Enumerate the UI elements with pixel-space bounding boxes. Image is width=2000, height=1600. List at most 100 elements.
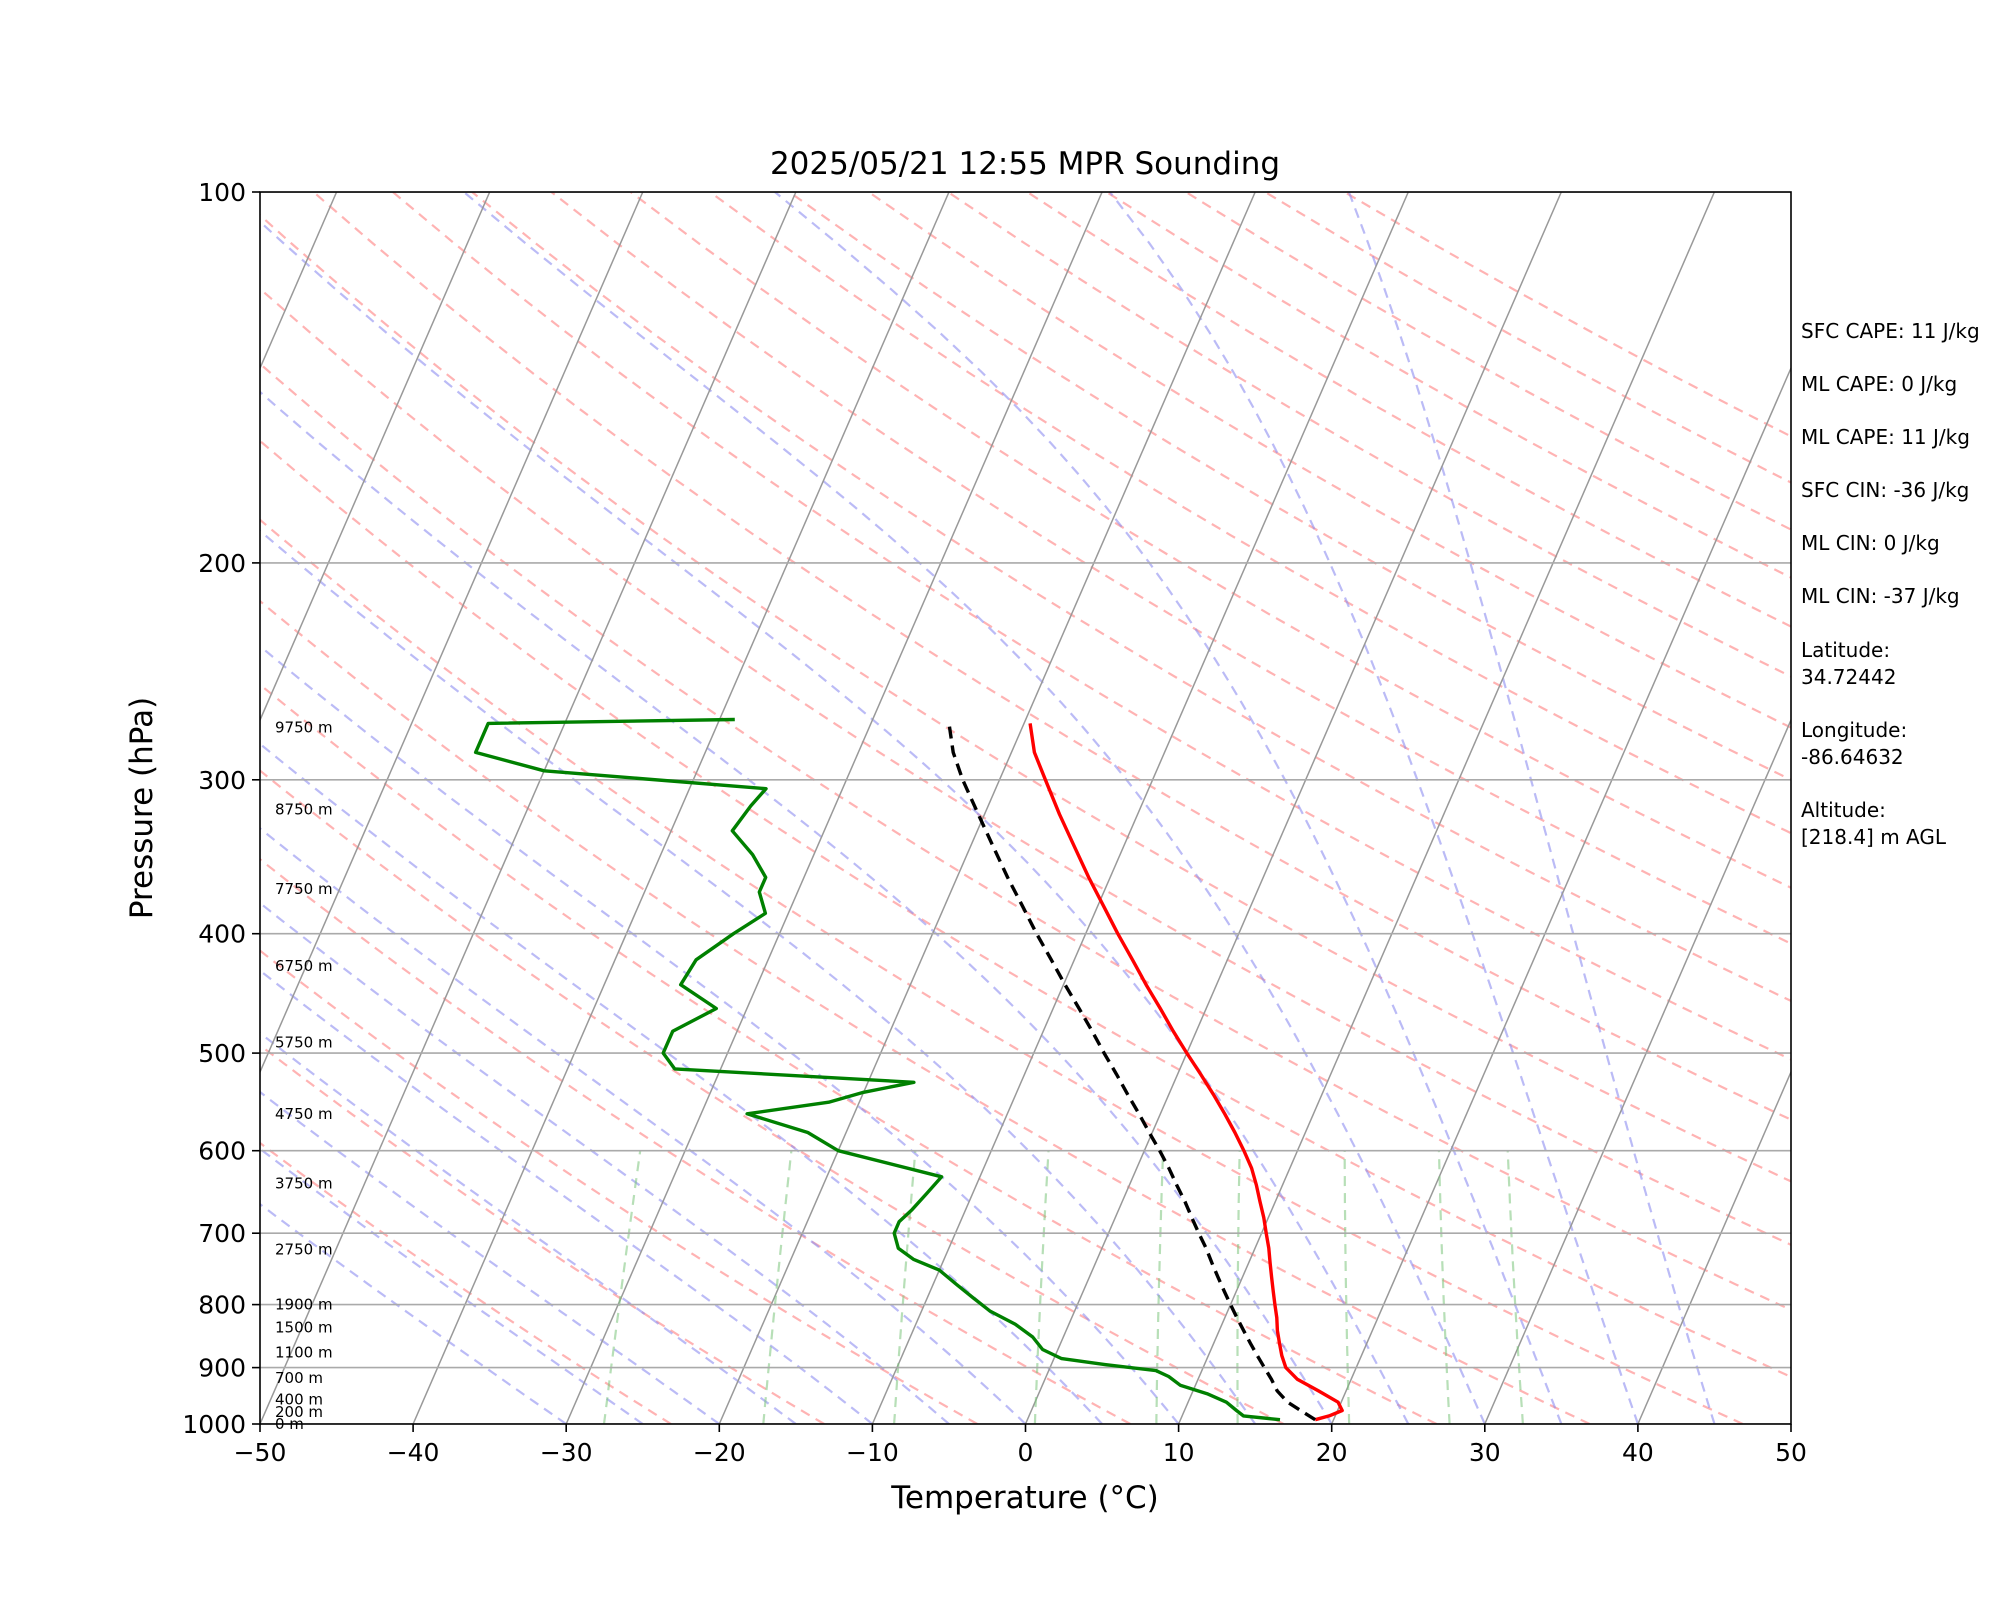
background-lines bbox=[260, 192, 1791, 1424]
moist-adiabat bbox=[260, 1090, 720, 1424]
height-label: 3750 m bbox=[275, 1175, 333, 1193]
x-tick-label: 40 bbox=[1622, 1438, 1654, 1467]
moist-adiabat bbox=[260, 742, 1103, 1424]
isotherm bbox=[1177, 192, 1716, 1424]
dry-adiabat bbox=[260, 599, 1591, 1424]
isotherm bbox=[260, 192, 491, 722]
dry-adiabat bbox=[260, 287, 1791, 1246]
moist-adiabat bbox=[774, 192, 1563, 1424]
mixing-ratio-line bbox=[1033, 1150, 1050, 1424]
isotherm bbox=[260, 192, 797, 1424]
moist-adiabat bbox=[260, 644, 1180, 1424]
x-axis-label: Temperature (°C) bbox=[890, 1480, 1159, 1516]
profile-lines bbox=[473, 717, 1344, 1422]
isotherm bbox=[871, 192, 1409, 1424]
mixing-ratio-line bbox=[1155, 1150, 1165, 1424]
side-panel-line: 34.72442 bbox=[1801, 665, 1896, 689]
chart-title: 2025/05/21 12:55 MPR Sounding bbox=[770, 146, 1280, 182]
isotherm bbox=[1484, 718, 1791, 1424]
dry-adiabat bbox=[709, 192, 1791, 835]
dewpoint-line bbox=[473, 717, 1281, 1422]
y-tick-label: 300 bbox=[198, 766, 246, 795]
side-panel-line: ML CIN: 0 J/kg bbox=[1801, 531, 1940, 555]
side-panel-line: Altitude: bbox=[1801, 798, 1886, 822]
isotherm bbox=[412, 192, 950, 1424]
x-tick-label: 20 bbox=[1316, 1438, 1348, 1467]
dry-adiabat bbox=[260, 769, 1285, 1424]
x-tick-label: 50 bbox=[1775, 1438, 1807, 1467]
side-panel-line: ML CIN: -37 J/kg bbox=[1801, 584, 1960, 608]
dry-adiabat bbox=[260, 518, 1744, 1424]
side-panel-line: [218.4] m AGL bbox=[1801, 825, 1947, 849]
y-tick-label: 600 bbox=[198, 1137, 246, 1166]
moist-adiabat bbox=[260, 1031, 797, 1424]
x-tick-label: 10 bbox=[1163, 1438, 1195, 1467]
dry-adiabat bbox=[260, 857, 1131, 1424]
height-label: 5750 m bbox=[275, 1033, 333, 1051]
x-tick-label: 0 bbox=[1018, 1438, 1034, 1467]
isobar-gridlines bbox=[260, 192, 1791, 1424]
side-panel-line: -86.64632 bbox=[1801, 745, 1904, 769]
dry-adiabat bbox=[630, 192, 1791, 889]
isotherm bbox=[1024, 192, 1562, 1424]
mixing-ratio-line bbox=[762, 1150, 793, 1424]
dry-adiabat bbox=[471, 192, 1791, 1003]
isotherm bbox=[1637, 1070, 1791, 1424]
mixing-ratio-line bbox=[1343, 1150, 1351, 1424]
side-panel: SFC CAPE: 11 J/kg ML CAPE: 0 J/kg ML CAPE:… bbox=[1801, 319, 1980, 849]
moist-adiabat bbox=[1109, 192, 1639, 1424]
side-panel-line: Latitude: bbox=[1801, 638, 1890, 662]
height-label: 4750 m bbox=[275, 1105, 333, 1123]
x-tick-label: 30 bbox=[1469, 1438, 1501, 1467]
side-panel-line: SFC CIN: -36 J/kg bbox=[1801, 478, 1969, 502]
isotherm bbox=[565, 192, 1103, 1424]
temperature-line bbox=[1028, 723, 1344, 1422]
height-label: 6750 m bbox=[275, 957, 333, 975]
isotherm bbox=[1331, 366, 1791, 1424]
x-axis: −50 −40 −30 −20 −10 0 10 20 30 40 50 bbox=[234, 1424, 1807, 1467]
dry-adiabat bbox=[260, 1141, 672, 1424]
x-tick-label: −40 bbox=[387, 1438, 440, 1467]
height-label: 7750 m bbox=[275, 880, 333, 898]
height-label: 2750 m bbox=[275, 1241, 333, 1259]
mixing-ratio-line bbox=[1437, 1150, 1451, 1424]
moist-adiabat bbox=[1347, 192, 1716, 1424]
moist-adiabat bbox=[260, 826, 1027, 1424]
x-tick-label: −50 bbox=[234, 1438, 287, 1467]
y-tick-label: 900 bbox=[198, 1354, 246, 1383]
moist-adiabat bbox=[260, 901, 950, 1424]
isotherm bbox=[260, 192, 644, 1074]
dry-adiabat bbox=[312, 192, 1791, 1121]
dry-adiabat bbox=[867, 192, 1791, 729]
height-label: 8750 m bbox=[275, 800, 333, 818]
moist-adiabat bbox=[260, 529, 1257, 1424]
height-label: 1900 m bbox=[275, 1296, 333, 1314]
dry-adiabat bbox=[788, 192, 1791, 782]
height-label: 200 m bbox=[275, 1403, 323, 1421]
moist-adiabat bbox=[260, 969, 874, 1424]
side-panel-line: Longitude: bbox=[1801, 718, 1907, 742]
side-panel-line: ML CAPE: 11 J/kg bbox=[1801, 425, 1970, 449]
mixing-ratio-line bbox=[1236, 1150, 1241, 1424]
y-tick-label: 700 bbox=[198, 1219, 246, 1248]
x-tick-label: −20 bbox=[693, 1438, 746, 1467]
y-tick-label: 400 bbox=[198, 920, 246, 949]
dry-adiabat bbox=[550, 192, 1791, 945]
parcel-path-line bbox=[947, 723, 1317, 1422]
height-label: 1100 m bbox=[275, 1344, 333, 1362]
isotherm bbox=[718, 192, 1256, 1424]
y-tick-label: 200 bbox=[198, 549, 246, 578]
height-label: 400 m bbox=[275, 1390, 323, 1408]
height-label: 700 m bbox=[275, 1369, 323, 1387]
dry-adiabat bbox=[260, 362, 1791, 1312]
side-panel-line: ML CAPE: 0 J/kg bbox=[1801, 372, 1957, 396]
plot-frame bbox=[259, 191, 1792, 1425]
dry-adiabat bbox=[260, 949, 978, 1424]
y-axis: 100 200 300 400 500 600 700 800 900 1000 bbox=[182, 178, 260, 1439]
side-panel-line: SFC CAPE: 11 J/kg bbox=[1801, 319, 1980, 343]
height-label: 9750 m bbox=[275, 718, 333, 736]
y-axis-label: Pressure (hPa) bbox=[124, 697, 160, 919]
x-tick-label: −30 bbox=[540, 1438, 593, 1467]
